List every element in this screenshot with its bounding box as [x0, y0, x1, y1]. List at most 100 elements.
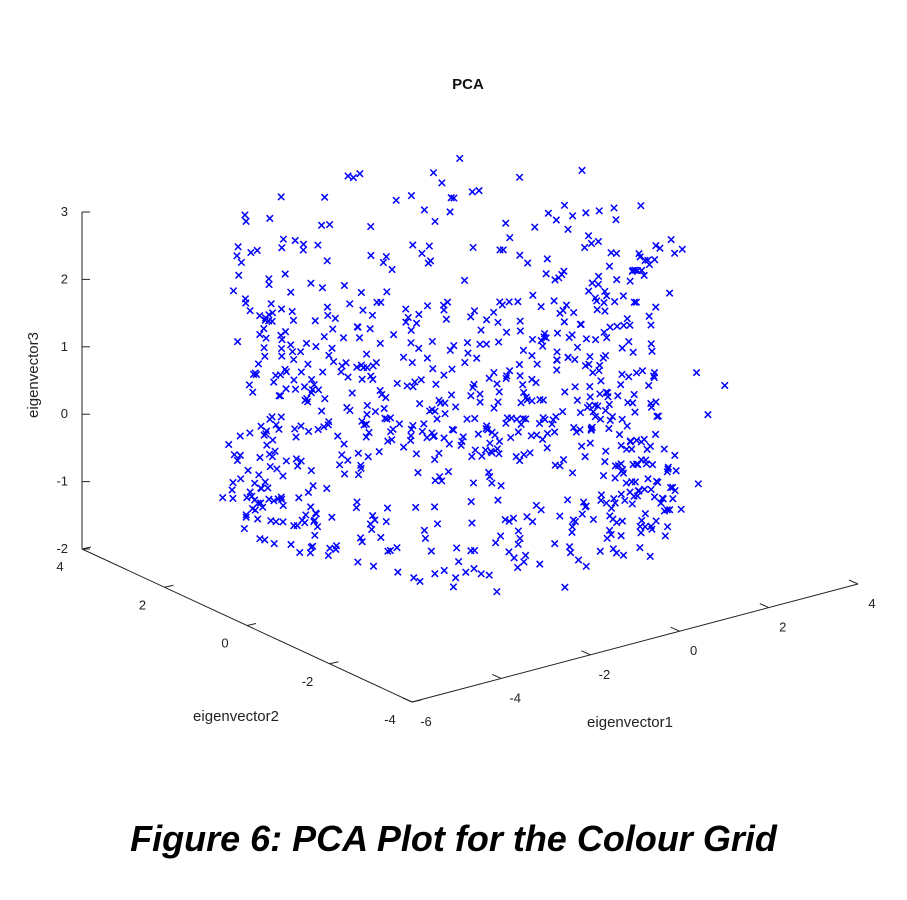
chart-title: PCA [452, 76, 484, 93]
data-point [264, 484, 272, 492]
data-point [648, 460, 657, 469]
data-point [329, 357, 338, 366]
data-point [636, 522, 644, 531]
data-point [485, 374, 493, 383]
data-point [435, 396, 443, 405]
data-point [640, 435, 648, 444]
data-point [629, 348, 637, 357]
data-point [494, 318, 502, 327]
data-point [516, 317, 524, 325]
axis-ticks: -2 -1 0 1 2 3 -4 -2 0 2 4 -6 -4 -2 0 2 4 [56, 204, 875, 729]
data-point [523, 259, 532, 267]
data-point [630, 390, 638, 399]
data-point [498, 301, 507, 309]
data-point [420, 206, 429, 214]
data-point [354, 470, 363, 479]
data-point [566, 548, 575, 557]
data-point [642, 460, 651, 468]
data-point [389, 330, 398, 339]
x-tick-label: -6 [420, 714, 432, 729]
data-point [671, 451, 679, 460]
data-point [564, 225, 572, 234]
data-point [302, 511, 310, 519]
data-point [539, 396, 548, 404]
data-point [653, 412, 661, 421]
data-point [663, 522, 672, 531]
data-point [257, 484, 266, 493]
data-point [516, 372, 524, 380]
data-point [619, 321, 628, 330]
x-tick-label: -2 [599, 667, 611, 682]
data-point [664, 465, 672, 473]
data-point [625, 337, 633, 346]
data-point [317, 221, 326, 230]
data-point [617, 441, 625, 450]
data-point [420, 420, 428, 428]
data-point [408, 358, 417, 367]
data-point [240, 524, 249, 533]
data-point [348, 389, 356, 397]
data-point [278, 243, 286, 252]
y-tick-label: 2 [139, 597, 146, 612]
data-point [650, 493, 659, 501]
data-point [619, 551, 628, 559]
data-point [641, 509, 650, 518]
data-point [388, 435, 396, 444]
data-point [496, 246, 504, 254]
z-tick-label: 1 [61, 339, 68, 354]
data-point [636, 543, 644, 552]
data-point [595, 361, 604, 370]
data-point [505, 298, 513, 306]
data-point [569, 308, 578, 317]
data-point [333, 432, 342, 440]
data-point [279, 518, 287, 526]
data-point [409, 383, 417, 391]
data-point [607, 504, 616, 513]
data-point [218, 493, 227, 502]
data-point [507, 414, 516, 422]
data-point [258, 503, 267, 511]
data-point [314, 241, 322, 249]
data-point [605, 526, 614, 535]
data-point [543, 444, 551, 452]
data-point [447, 391, 456, 399]
data-point [358, 538, 366, 546]
data-point [493, 380, 501, 388]
data-point [411, 503, 420, 512]
data-point [571, 517, 580, 526]
data-point [435, 449, 443, 457]
z-tick-label: 2 [61, 271, 68, 286]
data-point [576, 425, 584, 434]
data-point [340, 281, 349, 290]
data-point [363, 363, 371, 372]
x-axis-label: eigenvector1 [587, 714, 673, 731]
data-point [550, 428, 559, 436]
data-point [340, 470, 349, 478]
data-point [440, 306, 448, 314]
data-point [301, 518, 309, 527]
data-point [372, 358, 381, 367]
data-point [463, 338, 472, 347]
data-point [568, 212, 577, 220]
data-point [418, 427, 427, 436]
data-point [297, 422, 305, 430]
data-point [268, 317, 276, 326]
data-point [326, 544, 334, 552]
data-point [236, 432, 244, 440]
data-point [383, 288, 391, 296]
data-point [423, 302, 432, 310]
data-point [516, 251, 524, 259]
data-point [415, 399, 424, 408]
data-point [394, 568, 402, 576]
data-point [617, 460, 625, 468]
data-point [552, 216, 561, 224]
data-point [558, 407, 567, 416]
data-point [601, 351, 610, 360]
data-point [261, 536, 269, 544]
data-point [514, 428, 523, 436]
data-point [515, 360, 524, 369]
data-point [665, 289, 674, 297]
data-point [486, 439, 494, 447]
data-point [650, 373, 659, 382]
data-point [537, 302, 545, 311]
